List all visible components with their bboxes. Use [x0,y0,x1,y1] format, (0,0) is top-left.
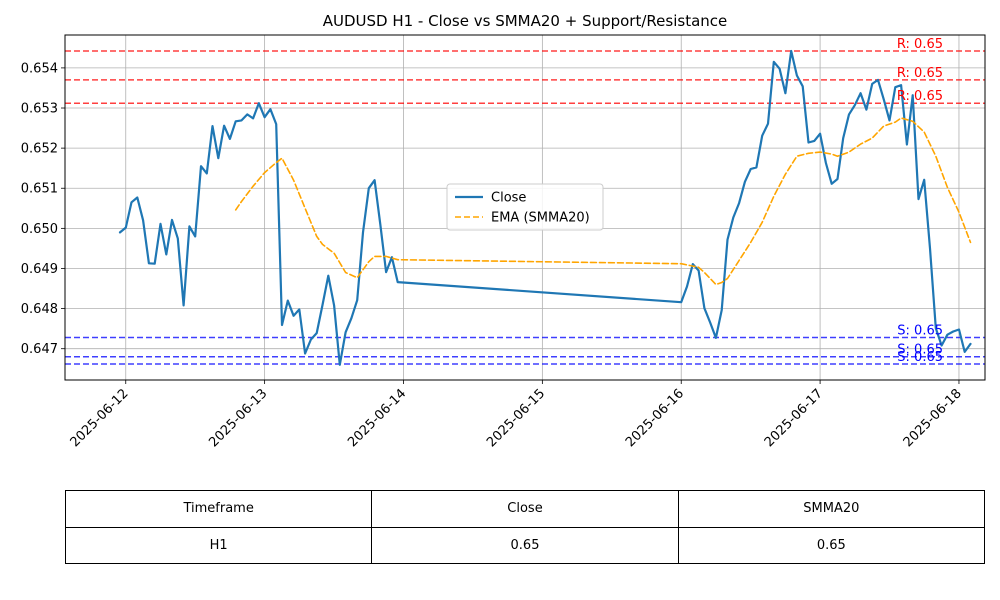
support-label: S: 0.65 [897,323,943,338]
table-cell: H1 [64,526,373,564]
x-tick-label: 2025-06-14 [345,386,409,450]
legend-box [446,183,604,231]
x-tick-label: 2025-06-12 [68,386,132,450]
close-price-line [118,49,972,366]
y-tick-label: 0.650 [21,222,58,237]
x-tick-label: 2025-06-17 [762,386,826,450]
smma20-line [234,117,972,286]
table-header-cell: SMMA20 [677,490,986,528]
summary-table: Timeframe Close SMMA20 H1 0.65 0.65 [64,490,986,564]
plot-frame [64,34,986,381]
x-tick-label: 2025-06-16 [623,386,687,450]
support-resistance-levels [65,50,985,365]
table-header-cell: Close [371,490,679,528]
y-tick-label: 0.653 [21,102,58,117]
x-tick-label: 2025-06-15 [484,386,548,450]
table-header-row: Timeframe Close SMMA20 [64,490,986,528]
table-header-cell: Timeframe [64,490,373,528]
legend-label: Close [491,191,526,206]
support-label: S: 0.65 [897,350,943,365]
resistance-label: R: 0.65 [897,89,943,104]
legend-label: EMA (SMMA20) [491,211,590,226]
table-cell: 0.65 [677,526,986,564]
y-tick-label: 0.654 [21,61,58,76]
y-tick-label: 0.652 [21,142,58,157]
axes: 2025-06-12 2025-06-13 2025-06-14 2025-06-15… [21,61,965,450]
support-label: S: 0.65 [897,343,943,358]
y-tick-label: 0.648 [21,302,58,317]
table-row: H1 0.65 0.65 [64,526,986,564]
summary-table-wrap: Timeframe Close SMMA20 H1 0.65 0.65 [64,490,986,564]
level-labels: R: 0.65R: 0.65R: 0.65S: 0.65S: 0.65S: 0.… [897,37,943,365]
y-tick-label: 0.647 [21,342,58,357]
y-tick-label: 0.649 [21,262,58,277]
chart-title: AUDUSD H1 - Close vs SMMA20 + Support/Re… [323,12,728,30]
table-cell: 0.65 [371,526,679,564]
legend: Close EMA (SMMA20) [446,183,604,231]
y-tick-label: 0.651 [21,182,58,197]
x-tick-label: 2025-06-18 [901,386,965,450]
series-lines [118,49,972,366]
resistance-label: R: 0.65 [897,37,943,52]
x-tick-label: 2025-06-13 [206,386,270,450]
resistance-label: R: 0.65 [897,66,943,81]
